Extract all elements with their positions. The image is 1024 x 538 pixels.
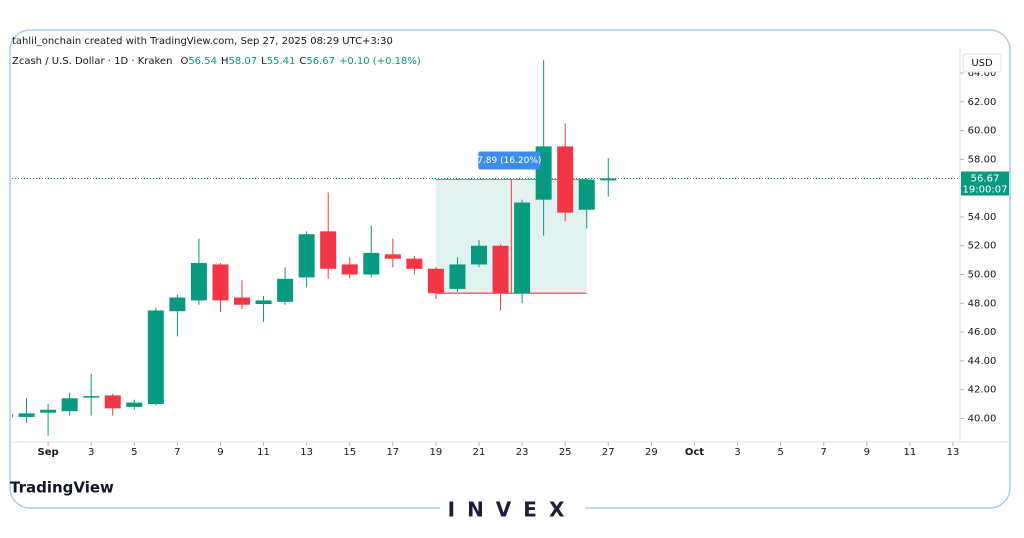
change: +0.10 (+0.18%) [339, 56, 421, 67]
candle-body [169, 297, 186, 312]
ohlc-value: 55.41 [267, 56, 296, 67]
x-tick-label: 5 [131, 447, 137, 458]
x-tick-label: 3 [734, 447, 740, 458]
x-tick-label: 21 [473, 447, 486, 458]
x-tick-label: 11 [904, 447, 917, 458]
measure-label-bg [478, 151, 541, 170]
candle-body [578, 179, 595, 210]
candle-body [320, 231, 337, 269]
candle-body [12, 414, 13, 417]
x-tick-label: 9 [864, 447, 870, 458]
candle-body [427, 268, 444, 294]
y-tick-label: 48.00 [968, 298, 997, 309]
x-tick-label: 11 [257, 447, 270, 458]
x-tick-label: 13 [947, 447, 960, 458]
x-tick-label: 7 [174, 447, 180, 458]
measure-label: 7.89 (16.20%) [477, 156, 541, 166]
y-tick-label: 40.00 [968, 413, 997, 424]
y-tick-label: 58.00 [968, 154, 997, 165]
ohlc-label: L [261, 56, 267, 67]
ohlc-label: O [180, 56, 188, 67]
platform-logo: TradingView [10, 479, 114, 497]
candle-body [147, 310, 164, 405]
currency-box [962, 53, 1002, 73]
y-tick-label: 64.00 [968, 68, 997, 79]
candle-body [384, 254, 401, 259]
axes: 40.00 42.00 44.00 46.00 48.00 50.00 52.00 54.00… [38, 68, 997, 458]
ohlc-label: C [299, 56, 306, 67]
candle-body [514, 202, 531, 294]
y-tick-label: 46.00 [968, 327, 997, 338]
symbol: Zcash / U.S. Dollar · 1D · Kraken [12, 56, 172, 67]
brand-logo: INVEX [448, 498, 577, 522]
price-tag-value: 56.67 [971, 174, 1000, 185]
candle-body [212, 264, 229, 301]
x-tick-label: 5 [777, 447, 783, 458]
x-tick-label: 23 [516, 447, 529, 458]
candle-body [255, 300, 272, 305]
x-tick-label: 27 [602, 447, 615, 458]
x-tick-label: Sep [38, 447, 59, 458]
candle-body [557, 146, 574, 213]
candle-body [104, 395, 121, 409]
candle-body [406, 258, 423, 269]
y-tick-label: 54.00 [968, 212, 997, 223]
brand-bg [440, 496, 585, 522]
ohlc-label: H [221, 56, 229, 67]
x-tick-label: 29 [645, 447, 658, 458]
y-tick-label: 50.00 [968, 270, 997, 281]
y-tick-label: 60.00 [968, 126, 997, 137]
candle-body [277, 278, 294, 302]
y-tick-label: 52.00 [968, 241, 997, 252]
ohlc-value: 56.67 [306, 56, 335, 67]
candle-body [18, 413, 35, 417]
candle-body [341, 264, 358, 275]
x-tick-label: 7 [821, 447, 827, 458]
candle-body [190, 262, 207, 301]
candle-body [492, 245, 509, 294]
ohlc-value: 58.07 [228, 56, 257, 67]
candle-body [40, 409, 57, 413]
symbol-legend: Zcash / U.S. Dollar · 1D · Kraken O56.54 H… [12, 56, 421, 67]
candle-body [298, 234, 315, 278]
candle-body [126, 402, 143, 407]
y-tick-label: 44.00 [968, 356, 997, 367]
candle-body [449, 264, 466, 289]
credit: tahlil_onchain created with TradingView.… [12, 36, 393, 47]
x-tick-label: 17 [386, 447, 399, 458]
x-tick-label: 19 [430, 447, 443, 458]
x-tick-label: 9 [217, 447, 223, 458]
x-tick-label: Oct [685, 447, 704, 458]
ohlc-value: 56.54 [188, 56, 217, 67]
x-tick-label: 25 [559, 447, 572, 458]
plot-area [12, 60, 960, 436]
candle-body [363, 252, 380, 275]
x-tick-label: 15 [343, 447, 356, 458]
price-tag-countdown: 19:00:07 [963, 185, 1008, 196]
y-tick-label: 62.00 [968, 97, 997, 108]
x-tick-label: 3 [88, 447, 94, 458]
candle-body [83, 396, 100, 398]
candle-body [234, 297, 250, 305]
price-tag [961, 171, 1009, 196]
candle-body [600, 178, 617, 181]
y-tick-label: 42.00 [968, 385, 997, 396]
x-tick-label: 13 [300, 447, 313, 458]
currency: USD [971, 58, 993, 69]
candle-body [471, 245, 487, 265]
candle-body [61, 398, 78, 412]
